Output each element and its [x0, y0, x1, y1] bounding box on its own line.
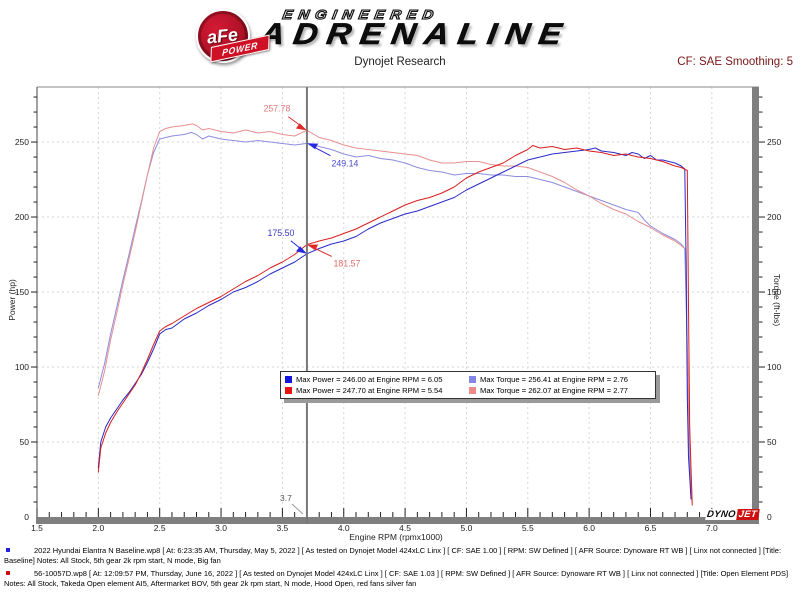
svg-text:7.0: 7.0 [706, 523, 718, 533]
svg-text:6.5: 6.5 [645, 523, 657, 533]
svg-text:100: 100 [15, 362, 29, 372]
svg-text:250: 250 [15, 137, 29, 147]
legend-label: Max Torque = 262.07 at Engine RPM = 2.77 [480, 386, 629, 395]
svg-text:5.5: 5.5 [522, 523, 534, 533]
legend-swatch [469, 376, 476, 383]
y-axis-label-power: Power (hp) [7, 279, 17, 321]
run-info-entry: 56-10057D.wp8 [ At: 12:09:57 PM, Thursda… [4, 569, 796, 588]
run-info-footer: 2022 Hyundai Elantra N Baseline.wp8 [ At… [4, 546, 796, 592]
dynojet-logo: DYNO JET [705, 509, 760, 520]
run-color-marker [6, 548, 10, 552]
legend-label: Max Power = 246.00 at Engine RPM = 6.05 [296, 375, 443, 384]
run-info-text: 2022 Hyundai Elantra N Baseline.wp8 [ At… [4, 546, 782, 565]
svg-text:2.5: 2.5 [154, 523, 166, 533]
legend-swatch [285, 376, 292, 383]
dynojet-logo-text-1: DYNO [705, 509, 738, 520]
y-axis-label-torque: Torque (ft-lbs) [772, 273, 782, 327]
legend: Max Power = 246.00 at Engine RPM = 6.05 M… [280, 371, 656, 399]
svg-text:50: 50 [767, 437, 777, 447]
svg-text:3.7: 3.7 [280, 493, 292, 503]
legend-label: Max Torque = 256.41 at Engine RPM = 2.76 [480, 375, 629, 384]
svg-text:257.78: 257.78 [263, 103, 290, 113]
legend-swatch [469, 387, 476, 394]
svg-text:200: 200 [15, 212, 29, 222]
dynojet-logo-text-2: JET [735, 509, 760, 520]
svg-text:2.0: 2.0 [92, 523, 104, 533]
svg-text:250: 250 [767, 137, 781, 147]
svg-text:3.5: 3.5 [276, 523, 288, 533]
svg-text:6.0: 6.0 [583, 523, 595, 533]
adrenaline-wordmark: ADRENALINE [257, 18, 574, 52]
legend-item: Max Torque = 256.41 at Engine RPM = 2.76 [469, 375, 643, 384]
svg-text:175.50: 175.50 [267, 228, 294, 238]
run-info-entry: 2022 Hyundai Elantra N Baseline.wp8 [ At… [4, 546, 796, 565]
legend-item: Max Power = 246.00 at Engine RPM = 6.05 [285, 375, 469, 384]
legend-item: Max Torque = 262.07 at Engine RPM = 2.77 [469, 386, 643, 395]
svg-text:100: 100 [767, 362, 781, 372]
value-annotations: 257.78 249.14 175.50 181.57 [263, 103, 360, 268]
correction-smoothing-label: CF: SAE Smoothing: 5 [677, 56, 793, 68]
svg-text:0: 0 [767, 512, 772, 522]
legend-label: Max Power = 247.70 at Engine RPM = 5.54 [296, 386, 443, 395]
svg-text:3.0: 3.0 [215, 523, 227, 533]
run-color-marker [6, 571, 10, 575]
x-axis-label: Engine RPM (rpmx1000) [349, 532, 443, 542]
svg-text:249.14: 249.14 [331, 158, 358, 168]
run-info-text: 56-10057D.wp8 [ At: 12:09:57 PM, Thursda… [4, 569, 789, 588]
svg-text:200: 200 [767, 212, 781, 222]
svg-text:0: 0 [24, 512, 29, 522]
chart-title: Dynojet Research [354, 56, 446, 68]
dyno-curves [97, 123, 693, 506]
svg-text:50: 50 [20, 437, 30, 447]
legend-item: Max Power = 247.70 at Engine RPM = 5.54 [285, 386, 469, 395]
grid-lines [37, 87, 756, 517]
svg-text:1.5: 1.5 [31, 523, 43, 533]
legend-swatch [285, 387, 292, 394]
cursor-line: 3.7 [280, 87, 308, 524]
svg-text:181.57: 181.57 [333, 259, 360, 269]
